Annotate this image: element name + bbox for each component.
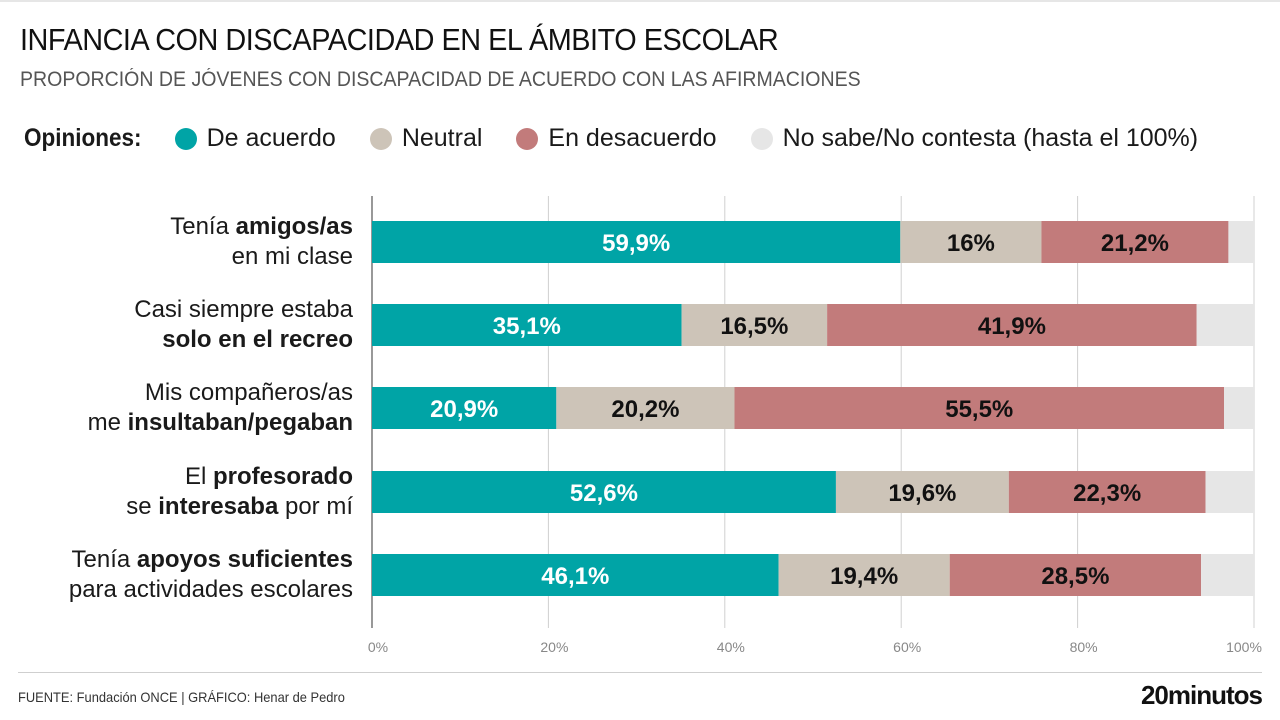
data-label: 16,5% <box>720 313 788 340</box>
chart-title: INFANCIA CON DISCAPACIDAD EN EL ÁMBITO E… <box>20 22 779 57</box>
data-label: 21,2% <box>1101 230 1169 257</box>
bar-segment-disagree <box>734 387 1225 429</box>
category-label-text: Tenía <box>170 213 236 240</box>
legend-dot-agree <box>174 127 197 150</box>
category-label-line: El profesorado <box>126 462 353 492</box>
x-tick-label: 100% <box>1226 639 1262 655</box>
bar-segment-agree <box>372 471 836 513</box>
category-label-text: Mis compañeros/as <box>144 379 353 406</box>
legend-item-disagree: En desacuerdo <box>516 124 717 153</box>
data-label: 35,1% <box>493 313 561 340</box>
source-credit: FUENTE: Fundación ONCE | GRÁFICO: Henar … <box>18 689 345 705</box>
x-tick-label: 80% <box>1070 639 1098 655</box>
category-label-bold: solo en el recreo <box>162 326 353 353</box>
category-label-line: Mis compañeros/as <box>88 378 353 408</box>
category-label: Casi siempre estaba solo en el recreo <box>134 295 353 355</box>
category-label-bold: profesorado <box>212 463 353 490</box>
bar-segment-neutral <box>681 304 828 346</box>
category-label-text: se <box>126 493 159 520</box>
data-label: 19,4% <box>830 563 898 590</box>
top-border <box>0 0 1280 2</box>
data-label: 41,9% <box>978 313 1046 340</box>
bar-segment-neutral <box>900 221 1042 263</box>
category-label-bold: apoyos suficientes <box>136 546 353 573</box>
category-label-line: Tenía apoyos suficientes <box>69 545 353 575</box>
footer-divider <box>18 672 1262 673</box>
legend-label: De acuerdo <box>206 124 336 152</box>
bar-segment-neutral <box>778 554 950 596</box>
category-label-text: El <box>184 463 213 490</box>
bar-segment-nsnc <box>1224 387 1254 429</box>
legend: Opiniones: De acuerdo Neutral En desacue… <box>24 124 1232 153</box>
chart-subtitle: PROPORCIÓN DE JÓVENES CON DISCAPACIDAD D… <box>20 68 861 91</box>
bar-segment-nsnc <box>1228 221 1254 263</box>
data-label: 20,2% <box>611 396 679 423</box>
legend-item-neutral: Neutral <box>369 124 483 153</box>
bar-segment-agree <box>372 304 682 346</box>
bar-segment-nsnc <box>1205 471 1254 513</box>
category-label-line: en mi clase <box>170 242 353 272</box>
category-label-line: solo en el recreo <box>134 325 353 355</box>
bar-segment-disagree <box>1008 471 1206 513</box>
legend-item-agree: De acuerdo <box>174 124 336 153</box>
category-label-bold: interesaba <box>158 493 279 520</box>
data-label: 59,9% <box>602 230 670 257</box>
category-label: Tenía amigos/as en mi clase <box>170 212 353 272</box>
category-label: Tenía apoyos suficientes para actividades… <box>69 545 353 605</box>
legend-dot-neutral <box>369 127 392 150</box>
bar-segment-neutral <box>835 471 1009 513</box>
x-tick-label: 0% <box>368 639 388 655</box>
data-label: 55,5% <box>945 396 1013 423</box>
x-tick-label: 20% <box>540 639 568 655</box>
legend-label: No sabe/No contesta (hasta el 100%) <box>782 124 1199 152</box>
category-label-line: Casi siempre estaba <box>134 295 353 325</box>
brand-logo: 20minutos <box>1140 680 1263 710</box>
bar-segment-disagree <box>827 304 1197 346</box>
category-label-bold: amigos/as <box>235 213 353 240</box>
category-label-text: me <box>87 409 128 436</box>
category-label-text: Tenía <box>71 546 137 573</box>
legend-dot-nsnc <box>750 127 773 150</box>
bar-segment-nsnc <box>1201 554 1254 596</box>
category-label-line: para actividades escolares <box>69 575 353 605</box>
category-label-text: para actividades escolares <box>68 576 353 603</box>
legend-label: En desacuerdo <box>548 124 717 152</box>
category-label: El profesorado se interesaba por mí <box>126 462 353 522</box>
bar-segment-disagree <box>1041 221 1229 263</box>
legend-title: Opiniones: <box>24 124 142 152</box>
category-label-line: Tenía amigos/as <box>170 212 353 242</box>
category-label-text: por mí <box>278 493 353 520</box>
bar-segment-nsnc <box>1196 304 1254 346</box>
category-label-line: me insultaban/pegaban <box>88 408 353 438</box>
x-tick-label: 40% <box>717 639 745 655</box>
bar-segment-disagree <box>949 554 1202 596</box>
data-label: 46,1% <box>541 563 609 590</box>
legend-label: Neutral <box>401 124 483 152</box>
category-label-text: Casi siempre estaba <box>134 296 353 323</box>
data-label: 16% <box>947 230 995 257</box>
data-label: 52,6% <box>570 480 638 507</box>
x-tick-label: 60% <box>893 639 921 655</box>
legend-item-nsnc: No sabe/No contesta (hasta el 100%) <box>750 124 1199 153</box>
data-label: 28,5% <box>1041 563 1109 590</box>
legend-dot-disagree <box>516 127 539 150</box>
category-label-text: en mi clase <box>231 243 353 270</box>
data-label: 22,3% <box>1073 480 1141 507</box>
bar-segment-agree <box>372 387 557 429</box>
bar-segment-agree <box>372 221 901 263</box>
category-label: Mis compañeros/as me insultaban/pegaban <box>88 378 353 438</box>
bar-segment-agree <box>372 554 779 596</box>
category-label-bold: insultaban/pegaban <box>127 409 353 436</box>
bar-segment-neutral <box>556 387 735 429</box>
category-label-line: se interesaba por mí <box>126 492 353 522</box>
data-label: 19,6% <box>888 480 956 507</box>
data-label: 20,9% <box>430 396 498 423</box>
